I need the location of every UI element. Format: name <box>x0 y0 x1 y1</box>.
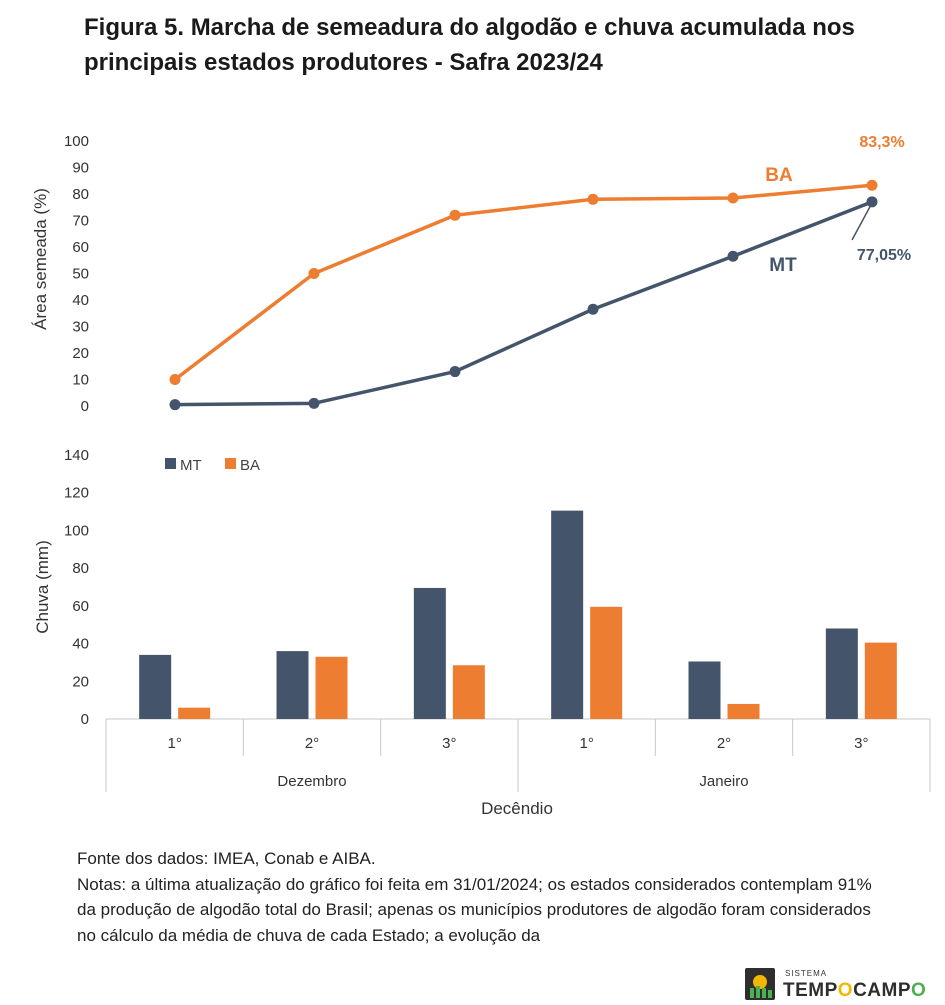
line-y-tick: 80 <box>72 186 89 203</box>
bar-y-tick: 20 <box>72 673 89 690</box>
x-group-label: Janeiro <box>699 773 748 790</box>
line-y-tick: 100 <box>64 133 89 150</box>
data-point-ba <box>308 268 320 279</box>
legend: MT BA <box>165 457 260 474</box>
line-y-tick: 20 <box>72 345 89 362</box>
x-tick-label: 1° <box>579 735 593 752</box>
data-point-mt <box>308 397 320 409</box>
line-y-tick: 10 <box>72 372 89 389</box>
data-point-ba <box>449 209 461 221</box>
line-y-tick-labels: 0 10 20 30 40 50 60 70 80 90 100 <box>64 133 89 415</box>
line-y-tick: 50 <box>72 266 89 283</box>
bar-y-axis-title: Chuva (mm) <box>33 540 52 634</box>
bar-y-tick: 140 <box>64 447 89 464</box>
bar-y-tick: 60 <box>72 598 89 615</box>
logo-text-2: CAMP <box>853 980 911 1001</box>
data-point-ba <box>727 192 739 204</box>
x-tick-label: 1° <box>167 735 181 752</box>
legend-label-ba: BA <box>240 457 260 474</box>
data-point-mt <box>727 250 739 262</box>
data-point-ba <box>169 374 181 385</box>
leader-line <box>851 202 873 241</box>
bar-y-tick: 40 <box>72 636 89 653</box>
bar-mt <box>276 651 309 719</box>
bar-chart: 0 20 40 60 80 100 120 140 Chuva (mm) 1° 2° 3° 1° 2°… <box>33 447 931 818</box>
series-label-mt: MT <box>769 255 797 276</box>
line-y-axis-title: Área semeada (%) <box>31 188 50 330</box>
legend-swatch-mt <box>165 458 176 469</box>
bar-ba <box>727 703 760 719</box>
x-tick-label: 3° <box>442 735 456 752</box>
series-line-ba <box>173 183 873 381</box>
bar-ba <box>590 606 623 719</box>
line-y-tick: 90 <box>72 160 89 177</box>
bar-ba <box>315 656 348 719</box>
bar-ba <box>452 665 485 719</box>
bar-mt <box>413 587 446 719</box>
data-point-mt <box>587 303 599 315</box>
notes-text: Notas: a última atualização do gráfico f… <box>77 874 872 945</box>
line-y-tick: 0 <box>81 398 89 415</box>
end-value-label-ba: 83,3% <box>859 134 904 151</box>
bar-mt <box>825 628 858 719</box>
series-line-mt <box>174 200 873 407</box>
x-group-label: Dezembro <box>277 773 346 790</box>
data-point-ba <box>866 179 878 191</box>
end-value-label-mt: 77,05% <box>857 247 911 264</box>
line-y-tick: 30 <box>72 319 89 336</box>
data-point-mt <box>449 366 461 378</box>
chart-title: Figura 5. Marcha de semeadura do algodão… <box>84 14 855 76</box>
legend-label-mt: MT <box>180 457 202 474</box>
bar-mt <box>551 510 584 719</box>
bar-mt <box>139 654 172 719</box>
source-note: Fonte dos dados: IMEA, Conab e AIBA. <box>77 849 376 868</box>
bar-mt <box>688 661 721 719</box>
bar-y-tick: 80 <box>72 560 89 577</box>
x-tick-label: 2° <box>717 735 731 752</box>
bar-y-tick: 0 <box>81 711 89 728</box>
series-label-ba: BA <box>765 165 793 186</box>
line-y-tick: 40 <box>72 292 89 309</box>
bar-ba <box>864 642 897 719</box>
x-tick-label: 3° <box>854 735 868 752</box>
tempocampo-logo: SISTEMA TEMPOCAMPO <box>745 968 925 1001</box>
logo-text-1: TEMP <box>783 980 838 1001</box>
bar-x-axis-title: Decêndio <box>481 799 553 818</box>
bar-y-tick: 120 <box>64 485 89 502</box>
x-tick-label: 2° <box>305 735 319 752</box>
notes-block: Fonte dos dados: IMEA, Conab e AIBA. Not… <box>77 846 887 948</box>
logo-small-text: SISTEMA <box>785 969 827 978</box>
bar-y-tick: 100 <box>64 522 89 539</box>
data-point-ba <box>587 193 599 205</box>
legend-swatch-ba <box>225 458 236 469</box>
data-point-mt <box>169 399 181 411</box>
data-point-mt <box>866 196 878 208</box>
line-y-tick: 60 <box>72 239 89 256</box>
line-y-tick: 70 <box>72 213 89 230</box>
svg-text:TEMPOCAMPO: TEMPOCAMPO <box>783 980 925 1001</box>
bar-ba <box>178 707 211 719</box>
bar-y-tick-labels: 0 20 40 60 80 100 120 140 <box>64 447 89 728</box>
